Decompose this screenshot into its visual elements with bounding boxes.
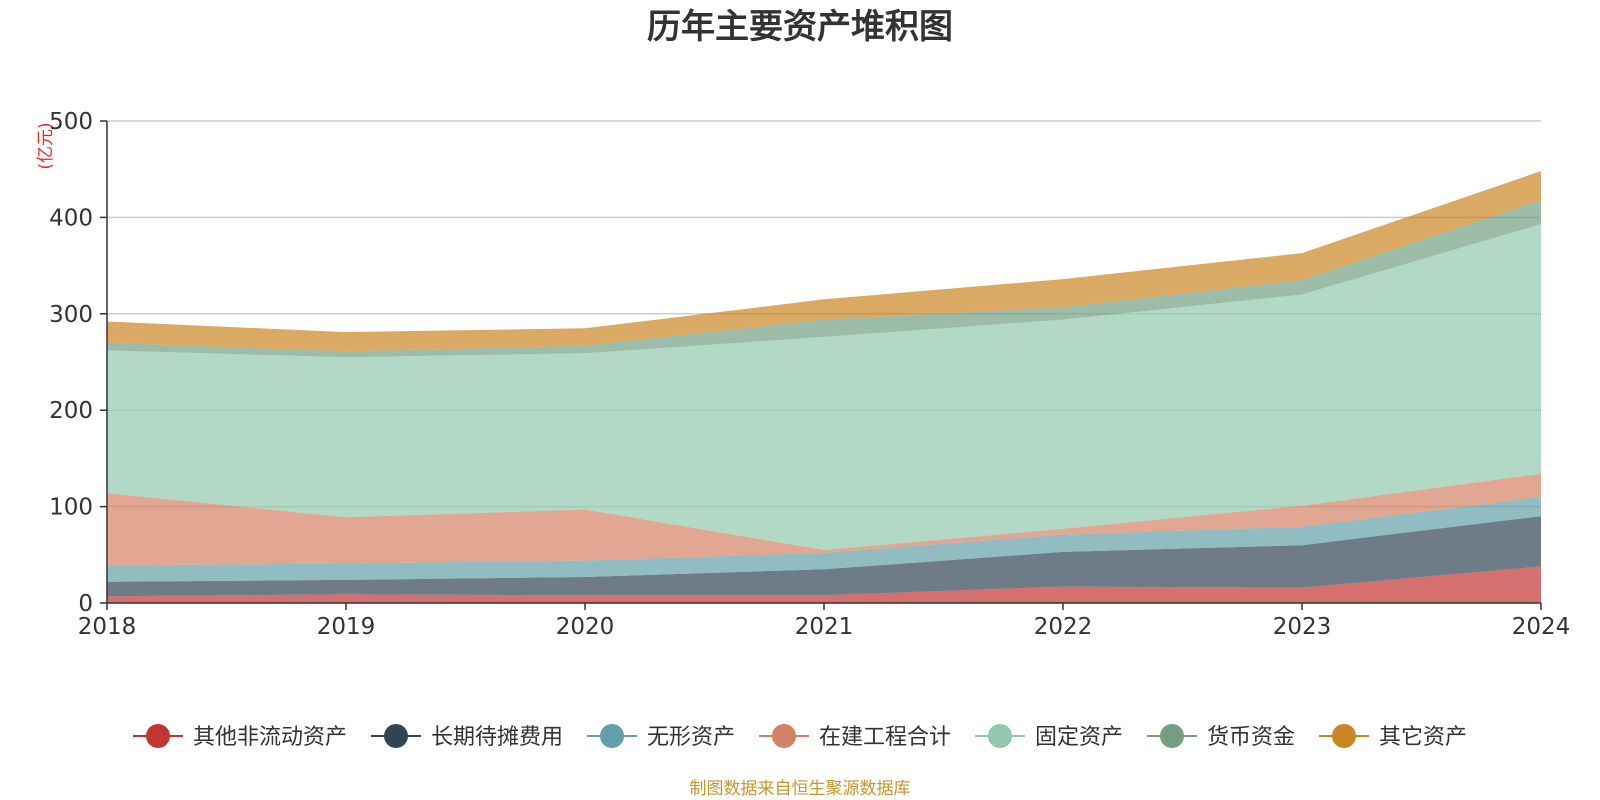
- y-tick-label-500: 500: [49, 109, 93, 135]
- legend-item-1[interactable]: 其他非流动资产: [133, 724, 347, 750]
- y-axis-unit-label: (亿元): [36, 122, 56, 169]
- area-series-3: [107, 497, 1541, 582]
- stacked-areas: [107, 171, 1541, 603]
- x-tick-label-2024: 2024: [1512, 614, 1571, 640]
- x-tick-label-2018: 2018: [78, 614, 137, 640]
- chart-title: 历年主要资产堆积图: [647, 7, 953, 47]
- y-tick-label-400: 400: [49, 205, 93, 231]
- data-source-note: 制图数据来自恒生聚源数据库: [690, 779, 911, 799]
- y-tick-label-200: 200: [49, 398, 93, 424]
- y-tick-label-300: 300: [49, 302, 93, 328]
- x-tick-label-2019: 2019: [317, 614, 376, 640]
- x-tick-label-2021: 2021: [795, 614, 854, 640]
- legend-circle-marker: [146, 724, 170, 748]
- x-tick-label-2023: 2023: [1273, 614, 1332, 640]
- area-series-6: [107, 200, 1541, 358]
- legend-circle-marker: [988, 724, 1012, 748]
- legend-label: 长期待摊费用: [431, 725, 563, 750]
- legend-label: 在建工程合计: [819, 725, 951, 750]
- area-series-7: [107, 171, 1541, 352]
- legend-item-7[interactable]: 其它资产: [1319, 724, 1467, 750]
- area-series-4: [107, 473, 1541, 566]
- legend-label: 其他非流动资产: [193, 725, 347, 750]
- legend-circle-marker: [384, 724, 408, 748]
- legend-circle-marker: [1332, 724, 1356, 748]
- area-series-1: [107, 566, 1541, 603]
- area-series-2: [107, 516, 1541, 597]
- legend-item-6[interactable]: 货币资金: [1147, 724, 1295, 750]
- legend-item-4[interactable]: 在建工程合计: [759, 724, 951, 750]
- axes: 0 100 200 300 400 500 2018 2019 2020 2021 2022 2023…: [49, 109, 1570, 640]
- y-tick-label-0: 0: [78, 591, 93, 617]
- legend-circle-marker: [1160, 724, 1184, 748]
- legend-circle-marker: [772, 724, 796, 748]
- area-series-5: [107, 224, 1541, 550]
- legend-item-2[interactable]: 长期待摊费用: [371, 724, 563, 750]
- legend-label: 无形资产: [647, 725, 735, 750]
- legend-circle-marker: [600, 724, 624, 748]
- y-tick-label-100: 100: [49, 495, 93, 521]
- legend: 其他非流动资产 长期待摊费用 无形资产 在建工程合计 固定资产 货币资金 其它资产: [133, 724, 1467, 750]
- legend-item-5[interactable]: 固定资产: [975, 724, 1123, 750]
- legend-item-3[interactable]: 无形资产: [587, 724, 735, 750]
- x-tick-label-2020: 2020: [556, 614, 615, 640]
- x-tick-label-2022: 2022: [1034, 614, 1093, 640]
- legend-label: 货币资金: [1207, 725, 1295, 750]
- legend-label: 固定资产: [1035, 725, 1123, 750]
- legend-label: 其它资产: [1379, 725, 1467, 750]
